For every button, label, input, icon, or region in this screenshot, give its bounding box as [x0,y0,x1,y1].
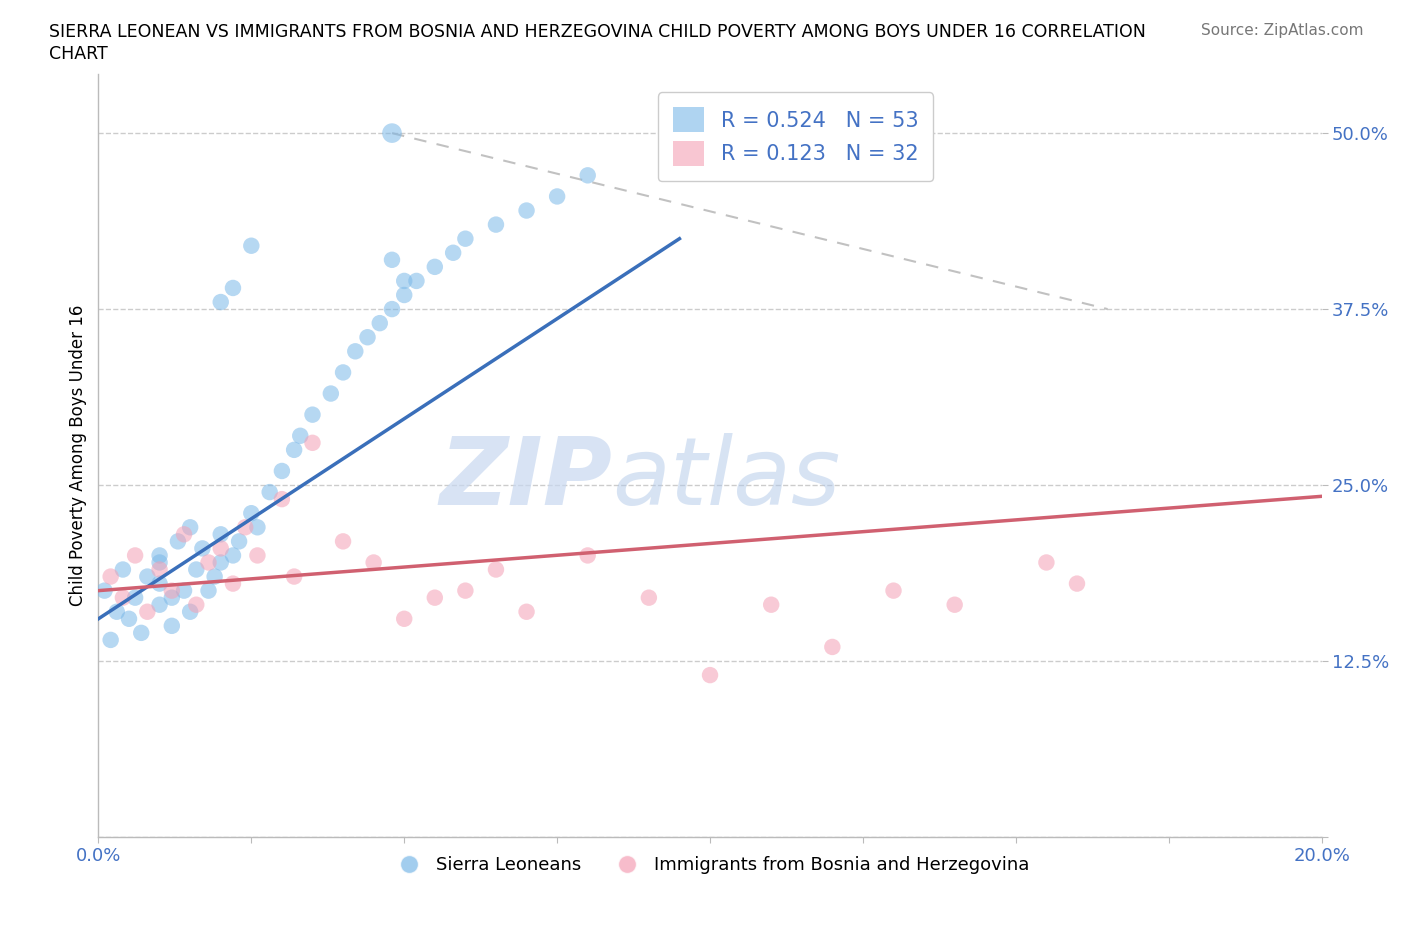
Point [356,330,378,345]
Point [363,555,385,570]
Point [179,604,201,619]
Point [209,527,232,542]
Point [160,583,183,598]
Text: SIERRA LEONEAN VS IMMIGRANTS FROM BOSNIA AND HERZEGOVINA CHILD POVERTY AMONG BOY: SIERRA LEONEAN VS IMMIGRANTS FROM BOSNIA… [49,23,1146,41]
Point [516,604,538,619]
Point [160,618,183,633]
Point [118,611,141,626]
Point [105,604,128,619]
Point [197,555,219,570]
Point [222,281,245,296]
Point [222,577,245,591]
Point [332,534,354,549]
Point [381,126,404,140]
Point [173,583,195,598]
Point [173,527,195,542]
Point [454,232,477,246]
Point [167,534,190,549]
Point [381,252,404,267]
Point [259,485,281,499]
Point [319,386,342,401]
Point [246,548,269,563]
Point [124,548,146,563]
Point [222,548,245,563]
Point [197,583,219,598]
Point [546,189,568,204]
Point [283,443,305,458]
Point [100,632,122,647]
Point [883,583,905,598]
Point [228,534,250,549]
Point [441,246,464,260]
Y-axis label: Child Poverty Among Boys Under 16: Child Poverty Among Boys Under 16 [69,305,87,606]
Point [270,463,292,478]
Point [93,583,115,598]
Point [240,506,263,521]
Point [392,611,416,626]
Point [209,295,232,310]
Point [209,541,232,556]
Point [485,218,508,232]
Point [204,569,226,584]
Point [283,569,305,584]
Point [301,407,323,422]
Point [124,591,146,605]
Point [270,492,292,507]
Point [392,273,416,288]
Point [1066,577,1088,591]
Point [149,548,172,563]
Point [290,429,312,444]
Point [149,562,172,577]
Point [179,520,201,535]
Point [516,203,538,218]
Point [233,520,256,535]
Point [821,640,844,655]
Point [576,168,599,183]
Point [1035,555,1057,570]
Point [344,344,367,359]
Point [392,287,416,302]
Point [759,597,782,612]
Point [943,597,966,612]
Point [699,668,721,683]
Point [186,597,208,612]
Point [160,591,183,605]
Point [149,555,172,570]
Point [485,562,508,577]
Point [240,238,263,253]
Point [423,259,446,274]
Point [136,604,159,619]
Point [136,569,159,584]
Text: Source: ZipAtlas.com: Source: ZipAtlas.com [1201,23,1364,38]
Point [111,562,134,577]
Point [301,435,323,450]
Point [332,365,354,379]
Point [129,626,152,641]
Point [149,577,172,591]
Point [100,569,122,584]
Legend: Sierra Leoneans, Immigrants from Bosnia and Herzegovina: Sierra Leoneans, Immigrants from Bosnia … [384,849,1036,882]
Point [186,562,208,577]
Point [368,315,391,330]
Point [576,548,599,563]
Point [111,591,134,605]
Text: CHART: CHART [49,45,108,62]
Point [423,591,446,605]
Point [191,541,214,556]
Point [149,597,172,612]
Text: ZIP: ZIP [439,432,612,525]
Point [381,301,404,316]
Point [209,555,232,570]
Point [405,273,427,288]
Text: atlas: atlas [612,433,841,525]
Point [454,583,477,598]
Point [637,591,661,605]
Point [246,520,269,535]
